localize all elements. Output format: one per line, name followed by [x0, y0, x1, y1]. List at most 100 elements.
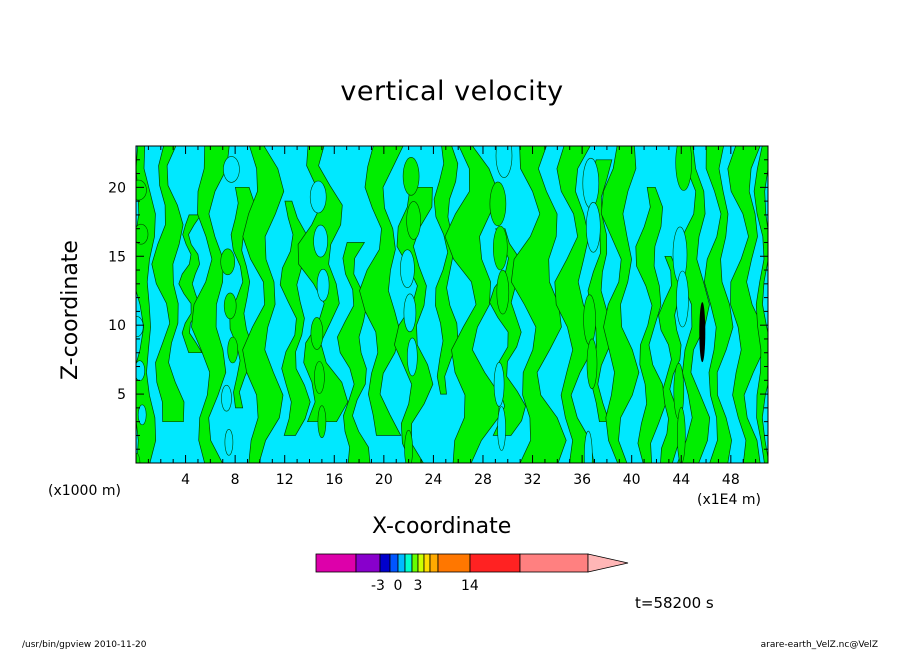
velocity-blob [220, 248, 235, 276]
y-tick-label: 5 [117, 387, 126, 403]
velocity-blob [309, 180, 327, 214]
colorbar-tick-label: 14 [461, 578, 479, 594]
y-tick-label: 20 [108, 180, 126, 196]
colorbar [315, 553, 629, 573]
velocity-blob [495, 146, 513, 178]
footer-program-info: /usr/bin/gpview 2010-11-20 [22, 640, 147, 650]
velocity-blob [224, 428, 234, 456]
velocity-blob [496, 269, 510, 315]
velocity-blob [406, 337, 418, 377]
velocity-blob [497, 406, 506, 451]
updraft-region [727, 146, 765, 463]
velocity-blob [585, 202, 601, 253]
updraft-region [635, 186, 667, 463]
colorbar-tick-label: 0 [393, 578, 403, 594]
velocity-blob [489, 181, 507, 227]
velocity-blob [313, 224, 328, 258]
velocity-blob [493, 362, 505, 407]
updraft-region [554, 146, 595, 463]
x-tick-label: 28 [474, 472, 492, 488]
x-tick-label: 12 [276, 472, 294, 488]
velocity-blob [582, 157, 600, 209]
x-tick-label: 44 [672, 472, 690, 488]
velocity-blob [137, 404, 147, 426]
colorbar-segment [411, 553, 419, 573]
colorbar-segment [397, 553, 406, 573]
strong-updraft-core [699, 302, 706, 363]
chart-title: vertical velocity [340, 76, 564, 107]
velocity-blob [400, 249, 415, 289]
velocity-blob [221, 384, 232, 412]
updraft-region [600, 146, 640, 463]
velocity-blob [136, 452, 141, 463]
updraft-region [510, 146, 567, 463]
velocity-blob [404, 429, 413, 463]
velocity-field [136, 146, 768, 463]
velocity-blob [227, 336, 238, 364]
velocity-blob [316, 268, 330, 302]
velocity-blob [310, 317, 324, 350]
x-tick-label: 48 [722, 472, 740, 488]
updraft-region [753, 146, 768, 463]
velocity-blob [406, 201, 421, 240]
updraft-region [444, 146, 501, 463]
colorbar-segment [389, 553, 399, 573]
x-tick-label: 36 [573, 472, 591, 488]
velocity-blob [136, 223, 149, 245]
colorbar-segment [379, 553, 391, 573]
x-tick-label: 40 [623, 472, 641, 488]
y-axis-unit: (x1000 m) [48, 483, 121, 499]
colorbar-extension [587, 553, 629, 573]
y-tick-label: 15 [108, 249, 126, 265]
y-axis-label: Z-coordinate [58, 240, 83, 380]
velocity-blob [403, 293, 417, 333]
velocity-blob [402, 157, 420, 196]
velocity-blob [136, 179, 147, 201]
updraft-region [242, 146, 285, 463]
x-axis-unit: (x1E4 m) [697, 492, 761, 508]
colorbar-segment [437, 553, 471, 573]
x-tick-label: 20 [375, 472, 393, 488]
colorbar-segment [417, 553, 425, 573]
velocity-blob [675, 146, 692, 191]
x-axis-label: X-coordinate [372, 514, 512, 539]
velocity-blob [676, 270, 689, 328]
colorbar-tick-label: 3 [413, 578, 423, 594]
colorbar-segment [429, 553, 439, 573]
colorbar-segment [355, 553, 381, 573]
velocity-blob [223, 156, 240, 183]
colorbar-tick-label: -3 [371, 578, 385, 594]
colorbar-segment [404, 553, 413, 573]
velocity-blob [583, 294, 596, 346]
footer-data-source: arare-earth_VelZ.nc@VelZ [760, 640, 878, 650]
x-tick-label: 24 [424, 472, 442, 488]
updraft-region [191, 146, 230, 463]
colorbar-segment [469, 553, 521, 573]
colorbar-segment [519, 553, 589, 573]
colorbar-segment [315, 553, 357, 573]
plot-frame [135, 145, 769, 464]
updraft-region [151, 146, 185, 423]
y-axis: 5 10 15 20 [108, 159, 768, 450]
velocity-blob [492, 225, 508, 271]
x-axis: 4 8 12 16 20 24 28 32 36 40 44 48 [147, 146, 757, 488]
velocity-blob [223, 292, 237, 320]
velocity-blob [136, 316, 144, 337]
velocity-blob [314, 361, 325, 394]
y-tick-label: 10 [108, 318, 126, 334]
x-tick-label: 8 [231, 472, 240, 488]
x-tick-label: 4 [181, 472, 190, 488]
colorbar-segment [423, 553, 431, 573]
velocity-blob [586, 338, 598, 390]
updraft-region [703, 146, 734, 463]
velocity-blob [584, 430, 593, 463]
updraft-region [433, 146, 459, 395]
updraft-region [675, 146, 711, 463]
velocity-blob [317, 405, 327, 439]
updraft-region [359, 146, 404, 436]
time-label: t=58200 s [635, 594, 714, 612]
x-tick-label: 32 [524, 472, 542, 488]
velocity-blob [677, 407, 686, 463]
x-tick-label: 16 [325, 472, 343, 488]
